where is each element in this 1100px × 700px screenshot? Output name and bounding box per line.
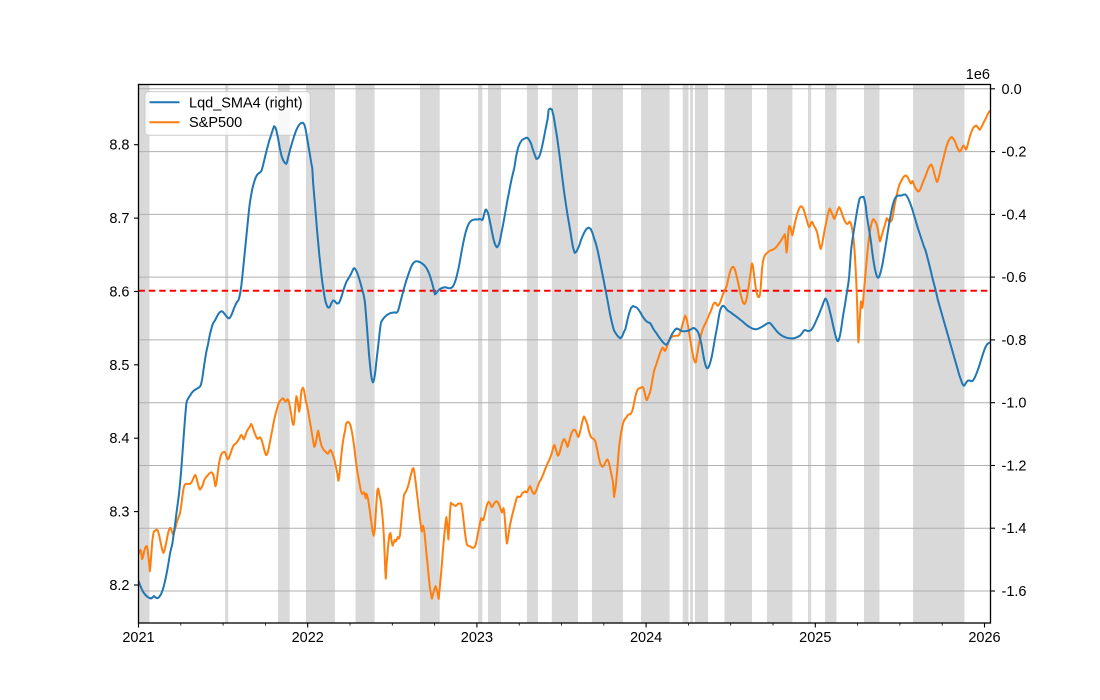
svg-text:8.4: 8.4 [109,431,129,447]
svg-text:-1.0: -1.0 [1002,396,1027,412]
svg-text:-1.2: -1.2 [1002,459,1027,475]
svg-text:Lqd_SMA4 (right): Lqd_SMA4 (right) [189,95,303,111]
svg-text:2024: 2024 [630,630,662,646]
svg-text:-1.4: -1.4 [1002,521,1027,537]
svg-text:2023: 2023 [461,630,493,646]
svg-text:-0.4: -0.4 [1002,207,1027,223]
svg-text:S&P500: S&P500 [189,115,242,131]
svg-text:8.6: 8.6 [109,285,129,301]
svg-text:8.8: 8.8 [109,138,129,154]
svg-text:1e6: 1e6 [966,67,990,83]
svg-text:-0.2: -0.2 [1002,145,1027,161]
svg-text:-0.8: -0.8 [1002,333,1027,349]
svg-text:2022: 2022 [292,630,324,646]
svg-text:2026: 2026 [968,630,1000,646]
svg-text:8.5: 8.5 [109,358,129,374]
svg-text:0.0: 0.0 [1002,82,1022,98]
svg-text:2021: 2021 [122,630,154,646]
svg-text:8.2: 8.2 [109,578,129,594]
svg-text:8.7: 8.7 [109,211,129,227]
svg-text:8.3: 8.3 [109,505,129,521]
svg-text:-1.6: -1.6 [1002,584,1027,600]
svg-text:2025: 2025 [799,630,831,646]
svg-text:-0.6: -0.6 [1002,270,1027,286]
